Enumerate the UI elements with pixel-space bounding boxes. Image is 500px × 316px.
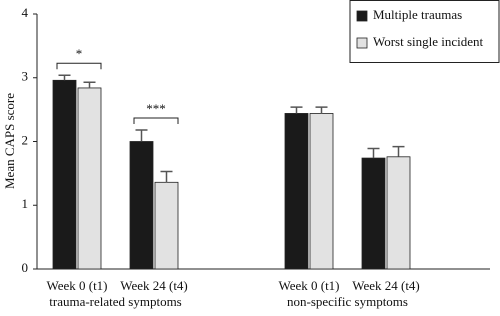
- y-tick-label: 0: [22, 260, 29, 275]
- significance-bracket: [56, 62, 102, 70]
- y-tick-label: 3: [22, 69, 29, 84]
- bar: [284, 113, 309, 270]
- legend-box: [349, 0, 500, 63]
- x-tick-label: Week 24 (t4): [352, 278, 420, 293]
- bar: [77, 87, 102, 270]
- error-bar: [315, 106, 328, 114]
- y-axis-label: Mean CAPS score: [2, 93, 17, 189]
- group-label: non-specific symptoms: [287, 294, 408, 309]
- y-tick-label: 4: [22, 5, 29, 20]
- x-tick-label: Week 0 (t1): [46, 278, 107, 293]
- y-tick-label: 1: [22, 196, 29, 211]
- significance-label: ***: [146, 101, 166, 116]
- error-bar: [58, 74, 71, 81]
- significance-bracket: [133, 117, 179, 125]
- legend-swatch: [356, 37, 368, 49]
- y-tick-label: 2: [22, 132, 29, 147]
- significance-label: *: [76, 46, 83, 61]
- error-bar: [392, 145, 405, 157]
- x-tick-label: Week 24 (t4): [120, 278, 188, 293]
- x-tick-label: Week 0 (t1): [278, 278, 339, 293]
- error-bar: [367, 147, 380, 159]
- legend-label: Worst single incident: [373, 34, 484, 49]
- bar: [361, 157, 386, 270]
- legend-swatch: [356, 10, 368, 22]
- bar: [309, 113, 334, 270]
- bar: [52, 79, 77, 270]
- error-bar: [135, 129, 148, 142]
- error-bar: [160, 170, 173, 183]
- legend-label: Multiple traumas: [373, 7, 462, 22]
- group-label: trauma-related symptoms: [49, 294, 182, 309]
- error-bar: [290, 106, 303, 114]
- bar: [154, 181, 179, 270]
- bar: [386, 156, 411, 270]
- error-bar: [83, 81, 96, 88]
- bar: [129, 141, 154, 270]
